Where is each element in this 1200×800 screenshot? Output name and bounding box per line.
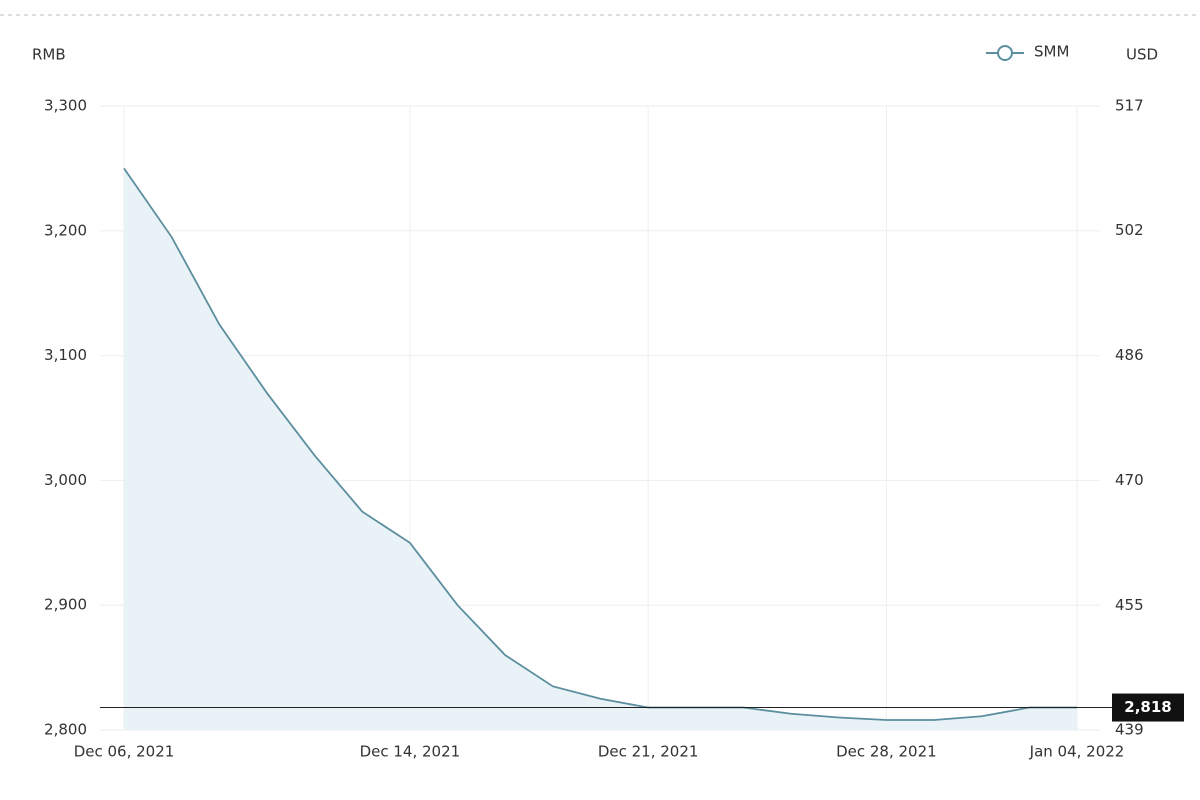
y-tick-label: 3,200 xyxy=(44,221,87,239)
line xyxy=(123,167,1077,721)
legend-marker xyxy=(997,45,1013,61)
legend-label[interactable]: SMM xyxy=(1034,43,1069,61)
y-tick-label: 2,900 xyxy=(44,596,87,614)
area xyxy=(124,168,1077,730)
current-label: 2,818 xyxy=(1124,698,1171,716)
y2-tick-label: 502 xyxy=(1115,221,1144,239)
y2-tick-label: 517 xyxy=(1115,97,1144,115)
x-tick-label: Dec 06, 2021 xyxy=(74,743,175,761)
y2-tick-label: 455 xyxy=(1115,596,1144,614)
x-tick-label: Dec 21, 2021 xyxy=(598,743,699,761)
y2-tick-label: 439 xyxy=(1115,721,1144,739)
y2-tick-label: 486 xyxy=(1115,346,1144,364)
current-box xyxy=(1112,693,1184,722)
y-tick-label: 3,000 xyxy=(44,471,87,489)
y2-tick-label: 470 xyxy=(1115,471,1144,489)
y-tick-label: 2,800 xyxy=(44,721,87,739)
y-axis-label: RMB xyxy=(32,46,66,64)
x-tick-label: Jan 04, 2022 xyxy=(1029,743,1125,761)
y2-axis-label: USD xyxy=(1126,46,1158,64)
y-tick-label: 3,300 xyxy=(44,97,87,115)
x-tick-label: Dec 28, 2021 xyxy=(836,743,937,761)
y-tick-label: 3,100 xyxy=(44,346,87,364)
x-tick-label: Dec 14, 2021 xyxy=(360,743,461,761)
